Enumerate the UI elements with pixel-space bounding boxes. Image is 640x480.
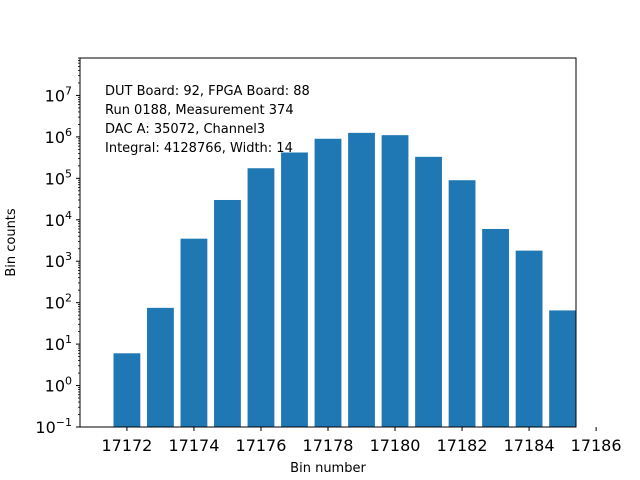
y-tick-label: 103 <box>45 250 72 271</box>
y-tick-label: 106 <box>45 126 72 147</box>
bar-17180 <box>381 135 409 427</box>
y-tick-label: 105 <box>45 167 72 188</box>
bars-group <box>113 132 576 428</box>
y-tick-label: 102 <box>45 292 72 313</box>
bar-17185 <box>549 310 576 427</box>
annotation-block: DUT Board: 92, FPGA Board: 88 Run 0188, … <box>105 84 310 156</box>
annotation-dac: DAC A: 35072, Channel3 <box>105 122 265 137</box>
y-axis-label: Bin counts <box>4 208 19 277</box>
x-tick-label: 17180 <box>370 436 421 455</box>
x-tick-label: 17176 <box>236 436 287 455</box>
bar-17182 <box>448 180 476 427</box>
annotation-board: DUT Board: 92, FPGA Board: 88 <box>105 84 310 99</box>
bar-17181 <box>415 156 442 427</box>
bar-17172 <box>113 353 141 427</box>
bar-17177 <box>281 152 308 428</box>
bar-17176 <box>247 168 275 427</box>
bar-17175 <box>214 199 241 427</box>
x-axis-label: Bin number <box>290 461 366 476</box>
x-axis-ticks: 17172 17174 17176 17178 17180 17182 17184 17186 <box>101 427 622 455</box>
y-tick-label: 100 <box>45 375 72 396</box>
bar-17178 <box>314 138 342 427</box>
bar-17183 <box>482 228 509 427</box>
annotation-run: Run 0188, Measurement 374 <box>105 103 294 118</box>
x-tick-label: 17174 <box>168 436 219 455</box>
bar-17179 <box>348 132 375 428</box>
x-tick-label: 17186 <box>571 436 622 455</box>
bar-17184 <box>515 250 543 427</box>
y-tick-label: 104 <box>45 209 72 230</box>
y-tick-label: 10−1 <box>35 416 72 437</box>
x-tick-label: 17182 <box>437 436 488 455</box>
x-tick-label: 17178 <box>303 436 354 455</box>
x-tick-label: 17184 <box>504 436 555 455</box>
x-tick-label: 17172 <box>101 436 152 455</box>
annotation-integral: Integral: 4128766, Width: 14 <box>105 141 293 156</box>
bar-17174 <box>180 238 208 427</box>
bar-17173 <box>147 307 174 427</box>
y-tick-label: 101 <box>45 333 72 354</box>
y-tick-label: 107 <box>45 84 72 105</box>
y-axis-ticks: 10−1 100 101 102 103 104 105 106 107 <box>35 57 80 437</box>
